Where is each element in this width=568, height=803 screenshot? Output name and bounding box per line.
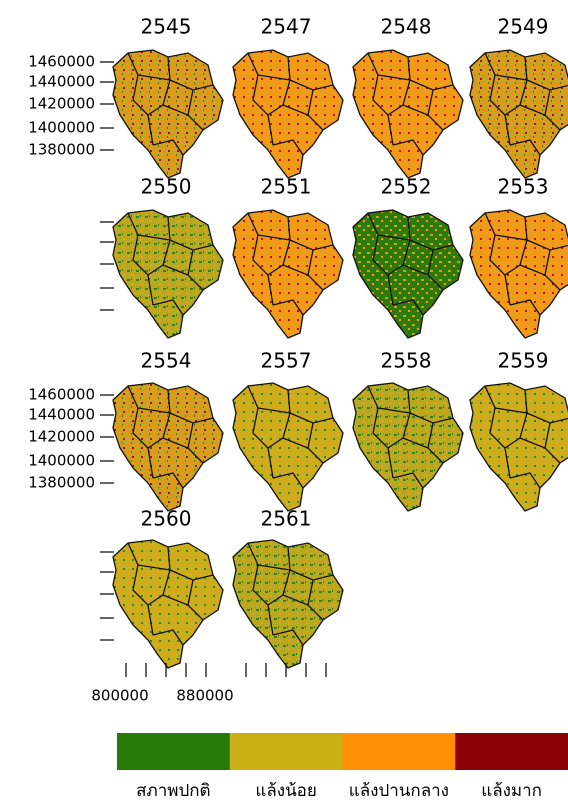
y-tick-label: 1460000 [28,386,95,404]
map-panel [470,383,568,511]
map-area [353,383,463,511]
map-panel [113,210,223,338]
x-tick-label: 880000 [176,687,233,705]
x-tick-label: 800000 [91,687,148,705]
legend: สภาพปกติ แล้งน้อย แล้งปานกลาง แล้งมาก [117,733,568,801]
panel-title: 2561 [261,507,312,531]
panel-title: 2547 [261,15,312,39]
legend-label: สภาพปกติ [136,781,210,801]
map-panel [113,50,223,178]
map-panel [233,210,343,338]
map-area [353,210,463,338]
y-tick-label: 1460000 [28,53,95,71]
panel-title: 2551 [261,175,312,199]
map-panel [233,50,343,178]
map-area [233,210,343,338]
map-panel [353,210,463,338]
legend-swatch [455,733,568,770]
panel-title: 2558 [381,349,432,373]
y-tick-label: 1420000 [28,95,95,113]
legend-label: แล้งน้อย [255,781,316,801]
panel-title: 2557 [261,349,312,373]
y-tick-label: 1380000 [28,474,95,492]
panel-title: 2552 [381,175,432,199]
map-area [233,540,343,668]
map-panel [470,210,568,338]
map-area [113,540,223,668]
map-area [113,210,223,338]
map-panel [353,383,463,511]
map-panel [233,383,343,511]
y-tick-label: 1400000 [28,119,95,137]
map-panel [233,540,343,668]
map-panel [470,50,568,178]
figure: สภาพปกติ แล้งน้อย แล้งปานกลาง แล้งมาก 2545 2… [0,0,568,803]
panel-title: 2550 [141,175,192,199]
map-area [233,50,343,178]
y-tick-label: 1440000 [28,406,95,424]
map-area [470,383,568,511]
legend-swatch [343,733,456,770]
legend-swatch [117,733,230,770]
panel-title: 2559 [498,349,549,373]
y-tick-label: 1420000 [28,428,95,446]
map-area [353,50,463,178]
map-area [113,50,223,178]
panel-title: 2554 [141,349,192,373]
panel-title: 2545 [141,15,192,39]
panel-title: 2548 [381,15,432,39]
panel-title: 2560 [141,507,192,531]
y-tick-label: 1440000 [28,73,95,91]
panel-title: 2549 [498,15,549,39]
legend-label: แล้งปานกลาง [349,781,449,801]
map-area [470,210,568,338]
panel-title: 2553 [498,175,549,199]
map-area [113,383,223,511]
map-area [233,383,343,511]
legend-swatch [230,733,343,770]
map-panel [113,383,223,511]
map-panel [353,50,463,178]
map-panel [113,540,223,668]
y-tick-label: 1400000 [28,452,95,470]
map-area [470,50,568,178]
legend-label: แล้งมาก [481,781,542,801]
y-tick-label: 1380000 [28,141,95,159]
